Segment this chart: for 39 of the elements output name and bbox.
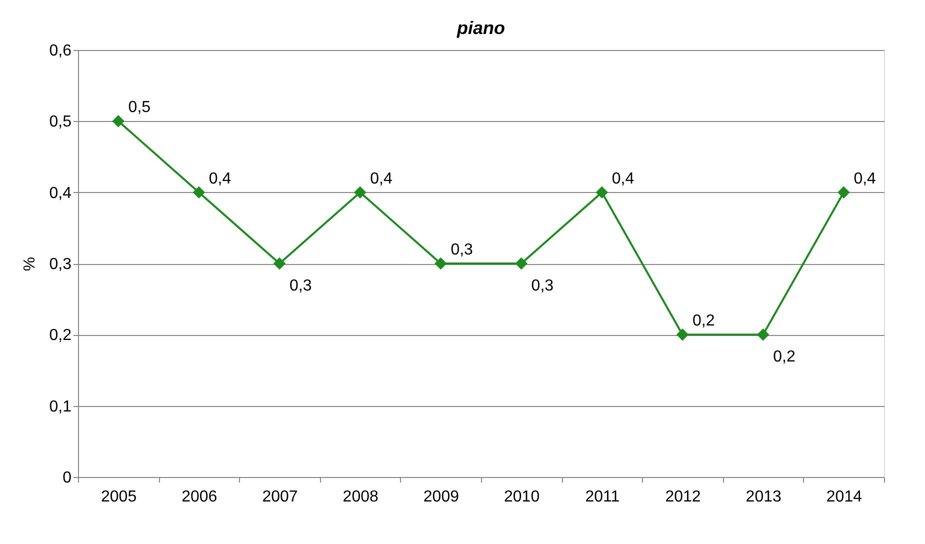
y-tick-label: 0 [62, 470, 72, 486]
text: 0,5 [128, 99, 151, 116]
x-tick-label: 2010 [504, 488, 540, 506]
x-tick-label: 2008 [342, 488, 378, 506]
x-tick-label: 2006 [182, 488, 218, 506]
point [434, 257, 447, 270]
point [756, 328, 770, 341]
y-tick-label: 0,2 [49, 327, 72, 344]
x-tick-label: 2013 [746, 488, 782, 506]
text: 0,4 [370, 170, 392, 188]
x-tick-label: 2005 [101, 488, 137, 506]
text: 0,4 [612, 170, 634, 188]
y-tick-label: 0,3 [49, 256, 72, 273]
point [273, 257, 286, 270]
y-tick-label: 0,6 [49, 42, 72, 60]
text: 0,2 [773, 348, 796, 366]
y-axis-title: % [21, 256, 38, 272]
text: 0,2 [692, 312, 715, 330]
x-tick-label: 2009 [423, 488, 460, 506]
text: 0,3 [290, 278, 312, 294]
text: 0,3 [531, 278, 554, 294]
chart-title: piano [456, 18, 505, 38]
x-tick-label: 2007 [262, 488, 298, 506]
point [676, 328, 689, 341]
point [515, 257, 528, 270]
y-tick-label: 0,4 [49, 184, 72, 202]
x-tick-label: 2014 [826, 488, 862, 506]
x-tick-label: 2012 [665, 488, 701, 506]
point [354, 186, 366, 198]
point [192, 186, 206, 198]
text: 0,3 [450, 242, 473, 258]
point [596, 186, 608, 198]
y-tick-label: 0,1 [49, 398, 72, 416]
point [112, 115, 124, 128]
text: 0,4 [854, 170, 876, 188]
x-tick-label: 2011 [585, 488, 620, 506]
text: 0,4 [208, 170, 232, 188]
y-tick-label: 0,5 [49, 114, 72, 131]
point [838, 186, 850, 198]
